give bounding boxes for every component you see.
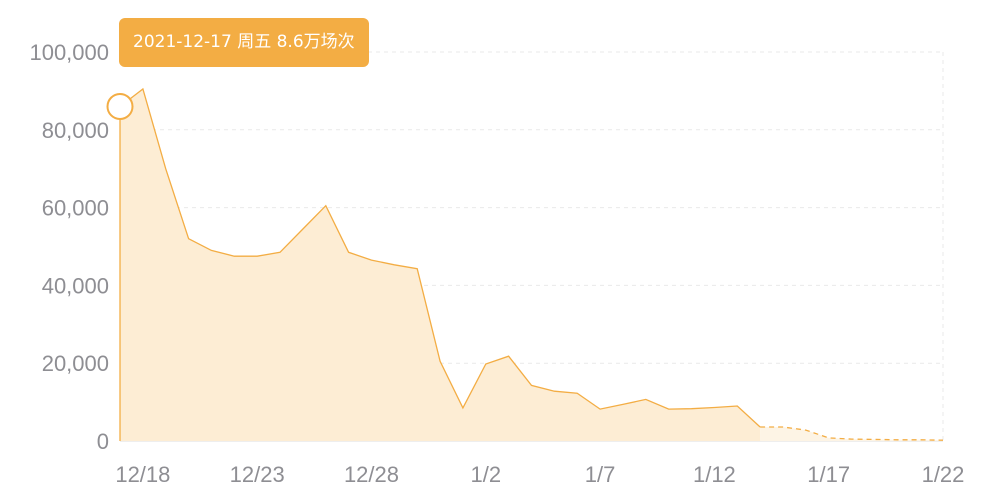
forecast-line bbox=[760, 426, 944, 441]
x-tick-label: 1/12 bbox=[693, 462, 736, 487]
x-tick-label: 12/28 bbox=[344, 462, 399, 487]
y-tick-label: 20,000 bbox=[42, 351, 109, 376]
x-tick-label: 1/22 bbox=[922, 462, 965, 487]
x-tick-label: 12/18 bbox=[115, 462, 170, 487]
x-tick-label: 1/2 bbox=[470, 462, 501, 487]
series-line bbox=[119, 87, 761, 428]
y-tick-label: 60,000 bbox=[42, 196, 109, 221]
y-tick-label: 80,000 bbox=[42, 118, 109, 143]
area-fill bbox=[120, 89, 761, 441]
y-axis: 100,000 80,000 60,000 40,000 20,000 0 bbox=[29, 40, 109, 454]
series-area bbox=[119, 87, 944, 441]
x-tick-label: 1/17 bbox=[807, 462, 850, 487]
x-axis: 12/18 12/23 12/28 1/2 1/7 1/12 1/17 1/22 bbox=[115, 462, 964, 487]
tooltip: 2021-12-17 周五 8.6万场次 bbox=[119, 18, 369, 67]
y-tick-label: 40,000 bbox=[42, 273, 109, 298]
highlight-point-marker bbox=[106, 92, 134, 120]
y-tick-label: 100,000 bbox=[29, 40, 109, 65]
x-tick-label: 1/7 bbox=[585, 462, 616, 487]
highlight-layer bbox=[106, 92, 134, 120]
y-tick-label: 0 bbox=[97, 429, 109, 454]
x-tick-label: 12/23 bbox=[230, 462, 285, 487]
